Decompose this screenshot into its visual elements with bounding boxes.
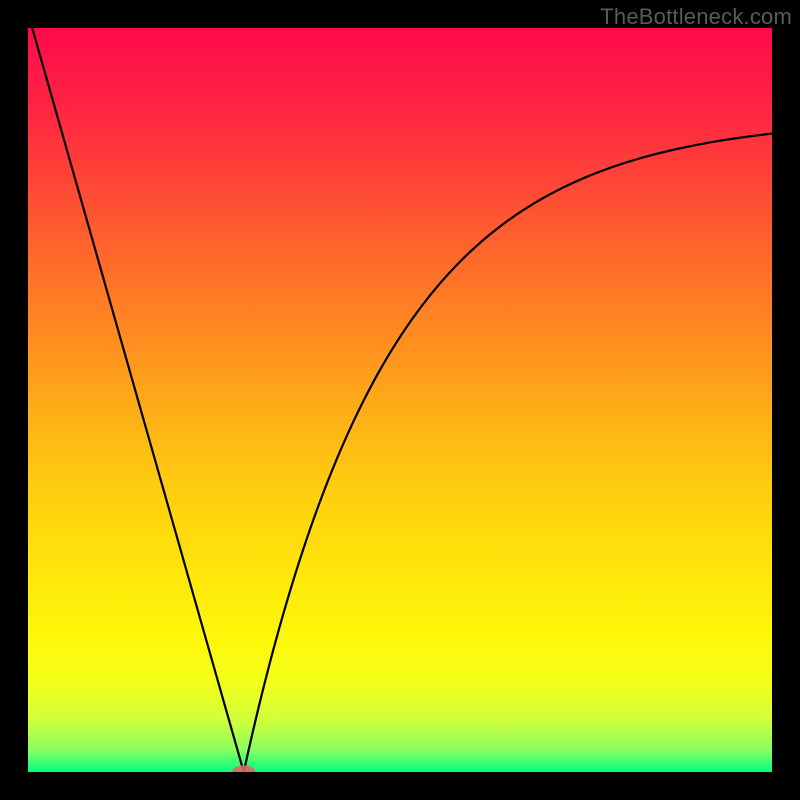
chart-container: TheBottleneck.com [0, 0, 800, 800]
bottleneck-chart [0, 0, 800, 800]
watermark-text: TheBottleneck.com [600, 4, 792, 30]
gradient-background [28, 28, 772, 772]
